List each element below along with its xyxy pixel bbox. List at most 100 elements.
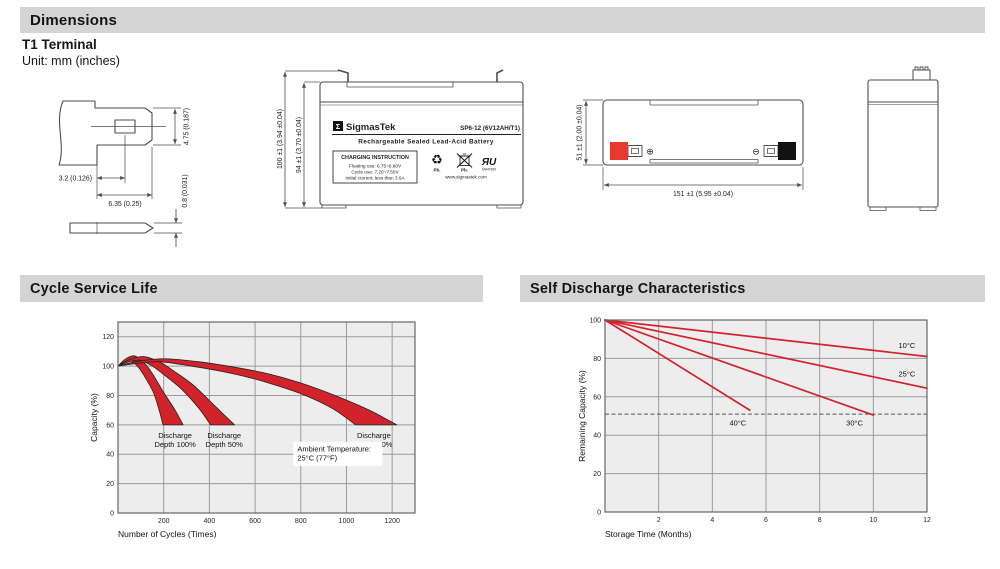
series-line	[604, 319, 928, 358]
y-tick-label: 20	[106, 481, 114, 488]
battery-type-line: Rechargeable Sealed Lead-Acid Battery	[358, 139, 494, 146]
x-tick-label: 800	[295, 518, 307, 525]
series-label: 25°C	[898, 370, 915, 379]
cycle-title: Cycle Service Life	[30, 280, 158, 297]
dim-hole-offset-label: 3.2 (0.126)	[59, 176, 92, 183]
terminal-type-title: T1 Terminal	[22, 37, 97, 52]
annotation-text: Depth 50%	[206, 440, 243, 449]
charging-title: CHARGING INSTRUCTION	[341, 155, 409, 161]
annotation-text: Discharge	[357, 431, 391, 440]
website-text: www.sigmastek.com	[445, 175, 487, 180]
x-tick-label: 200	[158, 518, 170, 525]
y-tick-label: 40	[106, 452, 114, 459]
x-tick-label: 1000	[339, 518, 355, 525]
y-tick-label: 100	[589, 318, 601, 325]
bottom-groove	[649, 159, 759, 164]
lid-recess	[346, 81, 454, 88]
x-tick-label: 600	[249, 518, 261, 525]
series-line	[604, 319, 751, 412]
self-discharge-section-header: Self Discharge Characteristics	[520, 275, 985, 302]
unit-note: Unit: mm (inches)	[22, 54, 120, 68]
series-label: 40°C	[729, 419, 746, 428]
y-tick-label: 80	[593, 356, 601, 363]
x-tick-label: 6	[764, 517, 768, 524]
annotation-background	[293, 441, 383, 466]
annotation-text: Discharge	[207, 431, 241, 440]
x-axis-title: Number of Cycles (Times)	[118, 529, 217, 539]
annotation-text: Ambient Temperature:	[297, 444, 371, 453]
x-tick-label: 10	[869, 517, 877, 524]
x-axis-title: Storage Time (Months)	[605, 529, 692, 539]
ul-mark-icon: ЯU	[481, 157, 497, 168]
dim-total-height-label: 100 ±1 (3.94 ±0.04)	[277, 109, 284, 169]
annotation-text: 25°C (77°F)	[297, 453, 337, 462]
series-line	[604, 319, 928, 390]
y-tick-label: 0	[597, 510, 601, 517]
y-tick-label: 20	[593, 471, 601, 478]
battery-feet	[321, 204, 522, 209]
plot-border	[117, 321, 416, 514]
x-tick-label: 8	[818, 517, 822, 524]
charging-instruction-box	[332, 150, 418, 184]
charging-line-3: Initial current: less than 3.6A	[345, 176, 405, 181]
brand-name: SigmasTek	[346, 122, 396, 133]
negative-terminal-black	[778, 142, 796, 160]
charging-line-2: Cycle use: 7.20~7.50V	[351, 170, 399, 175]
negative-spade-connector	[763, 145, 779, 157]
y-tick-label: 120	[102, 334, 114, 341]
terminal-profile-outline	[58, 100, 153, 166]
battery-feet	[869, 206, 937, 211]
cycle-section-header: Cycle Service Life	[20, 275, 483, 302]
dimensions-section-header: Dimensions	[20, 7, 985, 33]
minus-symbol: ⊖	[752, 147, 760, 157]
dim-case-height-label: 94 ±1 (3.70 ±0.04)	[296, 117, 303, 173]
discharge-band	[117, 355, 184, 426]
y-axis-title: Capacity (%)	[89, 393, 99, 442]
x-tick-label: 12	[923, 517, 931, 524]
battery-end-view	[867, 66, 939, 211]
y-axis-title: Remaining Capacity (%)	[577, 370, 587, 462]
annotation-text: Depth 100%	[154, 440, 196, 449]
dimensions-title: Dimensions	[30, 11, 118, 29]
x-tick-label: 1200	[384, 518, 400, 525]
brand-logo-glyph: Σ	[336, 122, 341, 131]
self-discharge-title: Self Discharge Characteristics	[530, 280, 746, 297]
x-tick-label: 4	[710, 517, 714, 524]
dim-length-label: 151 ±1 (5.95 ±0.04)	[673, 191, 733, 198]
positive-terminal-red	[610, 142, 628, 160]
series-label: 30°C	[846, 419, 863, 428]
terminal-detail-drawing: 4.75 (0.187) 3.2 (0.126) 6.35 (0.25) 0.8…	[58, 100, 191, 247]
ul-file-number: MH47629	[482, 168, 496, 172]
battery-top-outline	[602, 99, 804, 166]
dim-tab-thickness-label: 0.8 (0.031)	[182, 174, 189, 207]
y-tick-label: 60	[593, 394, 601, 401]
x-tick-label: 2	[657, 517, 661, 524]
model-number: SP6-12 (6V12AH/T1)	[460, 125, 520, 132]
battery-top-view: ⊕ ⊖ 51 ±1 (2.00 ±0.04) 151 ±1 (5.95 ±0.0…	[577, 99, 804, 198]
series-label: 10°C	[898, 341, 915, 350]
crossed-bin-icon	[456, 153, 473, 168]
recycle-pb-label: Pb.	[433, 168, 440, 173]
positive-spade-connector	[627, 145, 643, 157]
battery-front-view: 100 ±1 (3.94 ±0.04) 94 ±1 (3.70 ±0.04) Σ…	[277, 69, 524, 209]
plus-symbol: ⊕	[646, 147, 654, 157]
brand-logo-box	[333, 121, 343, 131]
y-tick-label: 100	[102, 364, 114, 371]
plot-border	[604, 319, 928, 513]
terminal-tab-right	[496, 69, 504, 82]
positive-spade-slot	[631, 148, 639, 154]
terminal-stub	[912, 69, 931, 81]
terminal-tab-left	[337, 69, 349, 82]
end-view-outline	[867, 79, 939, 208]
negative-spade-slot	[767, 148, 775, 154]
y-tick-label: 80	[106, 393, 114, 400]
charging-line-1: Floating use: 6.75~6.90V	[349, 164, 402, 169]
x-tick-label: 400	[204, 518, 216, 525]
discharge-band	[117, 358, 398, 426]
top-slot	[649, 99, 759, 106]
y-tick-label: 0	[110, 511, 114, 518]
bin-pb-label: Pb.	[461, 168, 468, 173]
annotation-text: Discharge	[158, 431, 192, 440]
